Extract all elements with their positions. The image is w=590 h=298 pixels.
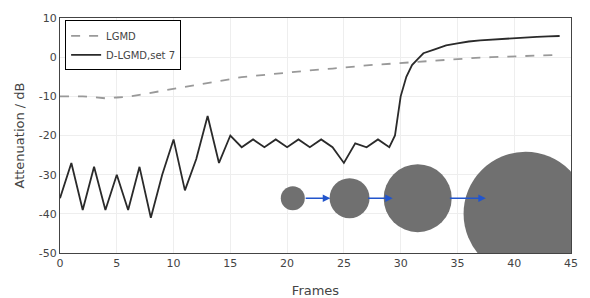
svg-text:45: 45 (564, 257, 578, 270)
svg-text:25: 25 (337, 257, 351, 270)
svg-text:15: 15 (223, 257, 237, 270)
svg-text:-30: -30 (39, 169, 57, 182)
svg-text:Attenuation / dB: Attenuation / dB (12, 82, 27, 188)
svg-text:30: 30 (394, 257, 408, 270)
svg-text:D-LGMD,set 7: D-LGMD,set 7 (106, 50, 175, 61)
svg-text:20: 20 (280, 257, 294, 270)
svg-text:0: 0 (50, 51, 57, 64)
svg-text:-20: -20 (39, 129, 57, 142)
svg-text:40: 40 (507, 257, 521, 270)
svg-text:Frames: Frames (292, 283, 340, 298)
svg-text:5: 5 (113, 257, 120, 270)
svg-text:-50: -50 (39, 247, 57, 260)
svg-text:10: 10 (167, 257, 181, 270)
svg-text:LGMD: LGMD (106, 31, 136, 42)
svg-text:-40: -40 (39, 208, 57, 221)
svg-text:0: 0 (57, 257, 64, 270)
svg-text:-10: -10 (39, 90, 57, 103)
svg-text:35: 35 (450, 257, 464, 270)
svg-text:10: 10 (43, 12, 57, 25)
